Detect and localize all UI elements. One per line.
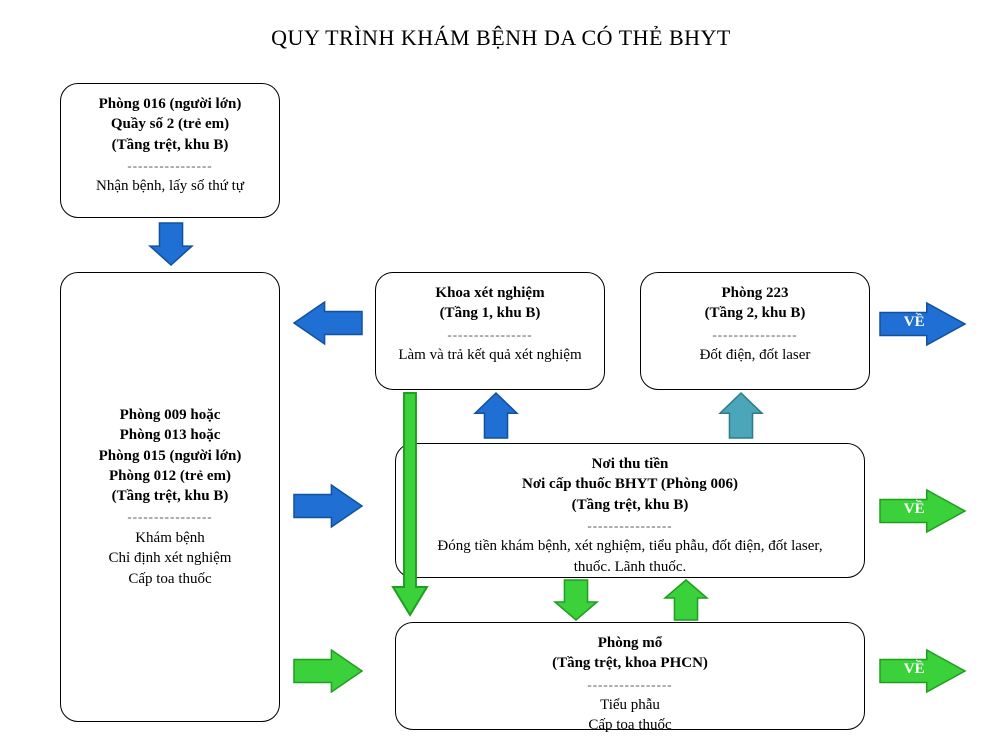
arrow-a2	[294, 302, 362, 344]
node-line: Phòng mổ	[404, 633, 856, 653]
ve-label: VỀ	[904, 661, 925, 678]
node-lab: Khoa xét nghiệm (Tầng 1, khu B) --------…	[375, 272, 605, 390]
node-line: Phòng 015 (người lớn)	[69, 446, 271, 466]
node-body: Cấp toa thuốc	[69, 569, 271, 589]
arrow-a8	[555, 580, 597, 620]
node-line: Khoa xét nghiệm	[384, 283, 596, 303]
ve-label: VỀ	[904, 314, 925, 331]
node-p223: Phòng 223 (Tầng 2, khu B) --------------…	[640, 272, 870, 390]
arrow-a6	[720, 393, 762, 438]
node-cashier: Nơi thu tiền Nơi cấp thuốc BHYT (Phòng 0…	[395, 443, 865, 578]
node-surgery: Phòng mổ (Tầng trệt, khoa PHCN) --------…	[395, 622, 865, 730]
node-line: (Tầng trệt, khu B)	[69, 486, 271, 506]
node-body: Cấp toa thuốc	[404, 715, 856, 735]
node-body: Đốt điện, đốt laser	[649, 345, 861, 365]
node-line: Nơi cấp thuốc BHYT (Phòng 006)	[404, 474, 856, 494]
node-body: Làm và trả kết quả xét nghiệm	[384, 345, 596, 365]
page-title: QUY TRÌNH KHÁM BỆNH DA CÓ THẺ BHYT	[0, 25, 1002, 51]
node-body: Tiểu phẫu	[404, 695, 856, 715]
node-line: Phòng 009 hoặc	[69, 405, 271, 425]
node-body: Khám bệnh	[69, 528, 271, 548]
ve-label: VỀ	[904, 501, 925, 518]
separator: ----------------	[69, 508, 271, 526]
node-body: Chỉ định xét nghiệm	[69, 548, 271, 568]
arrow-a12	[294, 650, 362, 692]
separator: ----------------	[404, 517, 856, 535]
arrow-a7	[393, 393, 427, 615]
separator: ----------------	[404, 676, 856, 694]
node-line: Phòng 223	[649, 283, 861, 303]
node-line: (Tầng trệt, khu B)	[69, 135, 271, 155]
arrow-a3	[294, 485, 362, 527]
node-line: (Tầng 1, khu B)	[384, 303, 596, 323]
arrow-a5	[475, 393, 517, 438]
node-line: (Tầng trệt, khu B)	[404, 495, 856, 515]
node-reception: Phòng 016 (người lớn) Quầy số 2 (trẻ em)…	[60, 83, 280, 218]
node-body: Đóng tiền khám bệnh, xét nghiệm, tiểu ph…	[404, 536, 856, 577]
node-line: Nơi thu tiền	[404, 454, 856, 474]
node-line: Phòng 016 (người lớn)	[69, 94, 271, 114]
node-line: (Tầng trệt, khoa PHCN)	[404, 653, 856, 673]
node-line: Phòng 013 hoặc	[69, 425, 271, 445]
arrow-a9	[665, 580, 707, 620]
separator: ----------------	[69, 157, 271, 175]
node-line: Phòng 012 (trẻ em)	[69, 466, 271, 486]
node-line: Quầy số 2 (trẻ em)	[69, 114, 271, 134]
separator: ----------------	[649, 326, 861, 344]
node-line: (Tầng 2, khu B)	[649, 303, 861, 323]
node-body: Nhận bệnh, lấy số thứ tự	[69, 176, 271, 196]
arrow-a1	[150, 223, 192, 265]
separator: ----------------	[384, 326, 596, 344]
node-exam: Phòng 009 hoặc Phòng 013 hoặc Phòng 015 …	[60, 272, 280, 722]
